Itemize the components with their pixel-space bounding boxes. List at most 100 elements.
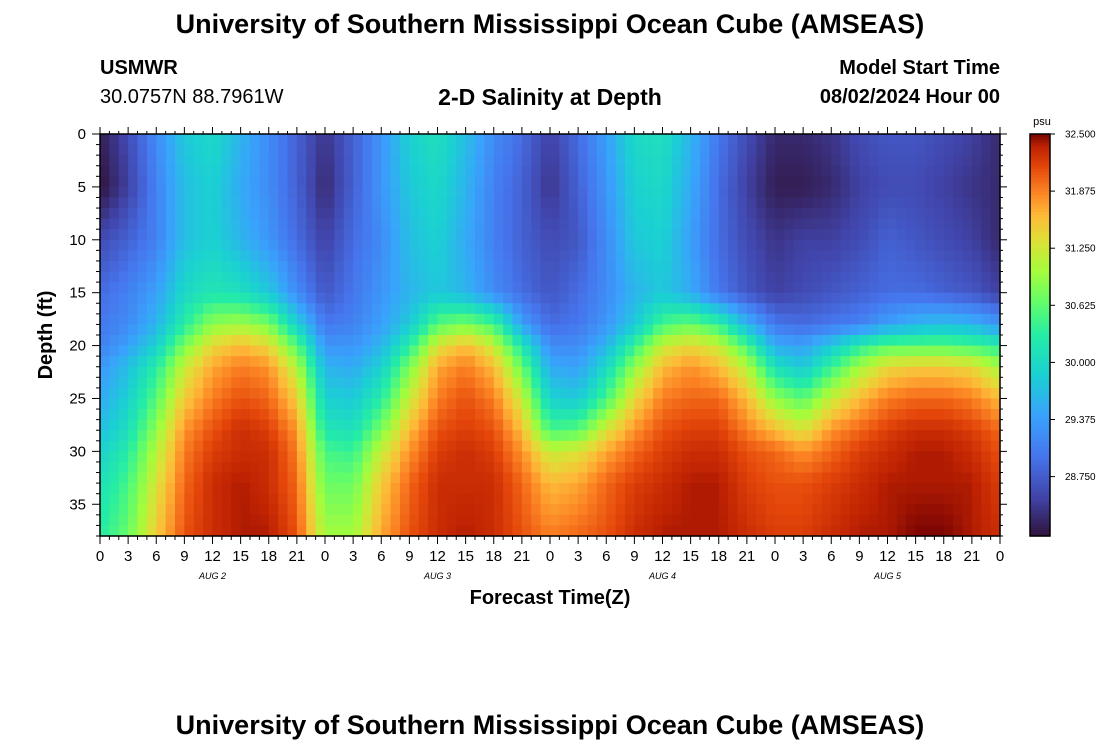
heatmap-cell [934,451,945,463]
heatmap-cell [221,260,232,273]
heatmap-cell [896,430,907,442]
heatmap-cell [296,525,307,537]
heatmap-cell [175,398,185,410]
colorbar-swatch [1030,294,1050,299]
colorbar-swatch [1030,251,1050,256]
heatmap-cell [596,186,607,199]
heatmap-cell [343,186,354,199]
heatmap-cell [268,472,279,484]
heatmap-cell [559,134,570,146]
heatmap-cell [878,398,889,410]
x-tick-label: 12 [879,548,896,565]
heatmap-cell [128,525,139,537]
heatmap-cell [784,292,795,304]
heatmap-cell [943,409,954,421]
heatmap-cell [568,461,579,474]
heatmap-cell [887,165,898,177]
heatmap-cell [700,208,710,220]
heatmap-cell [250,176,260,188]
heatmap-cell [718,377,729,389]
heatmap-cell [728,197,739,209]
heatmap-cell [709,282,720,294]
heatmap-cell [615,197,626,209]
heatmap-cell [371,525,382,537]
heatmap-cell [212,250,223,262]
heatmap-cell [456,377,467,389]
heatmap-cell [306,514,317,527]
heatmap-cell [296,430,307,442]
heatmap-cell [193,282,204,294]
heatmap-cell [981,483,992,495]
heatmap-cell [906,165,917,177]
heatmap-cell [906,483,917,495]
heatmap-cell [615,229,626,241]
colorbar-swatch [1030,268,1050,273]
heatmap-cell [446,292,457,304]
heatmap-cell [596,271,607,283]
heatmap-cell [118,324,129,336]
heatmap-cell [446,271,457,283]
heatmap-cell [859,208,870,220]
heatmap-cell [362,282,373,294]
heatmap-cell [700,218,710,230]
heatmap-cell [400,366,410,378]
heatmap-cell [100,387,110,400]
heatmap-cell [137,377,148,389]
heatmap-cell [681,176,692,188]
heatmap-cell [371,356,382,368]
heatmap-cell [118,292,129,304]
heatmap-cell [859,461,870,474]
heatmap-cell [175,504,185,516]
colorbar-swatch [1030,383,1050,388]
heatmap-cell [287,229,298,241]
heatmap-cell [278,366,289,378]
heatmap-cell [465,525,476,537]
heatmap-cell [943,335,954,347]
heatmap-cell [531,208,542,220]
heatmap-cell [400,451,410,463]
heatmap-cell [306,377,317,389]
heatmap-cell [521,387,532,400]
heatmap-cell [971,461,982,474]
heatmap-cell [456,208,467,220]
heatmap-cell [381,155,392,167]
heatmap-cell [746,335,757,347]
heatmap-cell [250,493,260,505]
heatmap-cell [315,197,326,209]
heatmap-cell [156,440,167,452]
heatmap-cell [953,514,964,527]
heatmap-cell [756,440,767,452]
heatmap-cell [128,430,139,442]
heatmap-cell [465,144,476,156]
heatmap-cell [409,398,420,410]
heatmap-cell [953,430,964,442]
heatmap-cell [812,134,823,146]
heatmap-cell [137,165,148,177]
heatmap-cell [137,324,148,336]
heatmap-cell [690,366,701,378]
heatmap-cell [109,282,120,294]
heatmap-cell [446,514,457,527]
heatmap-cell [221,335,232,347]
heatmap-cell [250,208,260,220]
heatmap-cell [428,504,439,516]
heatmap-cell [268,504,279,516]
heatmap-cell [868,186,879,199]
colorbar-swatch [1030,375,1050,379]
heatmap-cell [437,409,448,421]
heatmap-cell [259,165,270,177]
heatmap-cell [503,313,514,326]
heatmap-cell [193,345,204,357]
heatmap-cell [671,313,682,326]
heatmap-cell [981,345,992,357]
heatmap-cell [371,409,382,421]
heatmap-cell [456,504,467,516]
y-tick-label: 0 [78,126,86,143]
heatmap-cell [859,398,870,410]
heatmap-cell [981,451,992,463]
heatmap-cell [390,165,401,177]
heatmap-cell [175,335,185,347]
heatmap-cell [596,260,607,273]
heatmap-cell [484,229,495,241]
heatmap-cell [906,387,917,400]
